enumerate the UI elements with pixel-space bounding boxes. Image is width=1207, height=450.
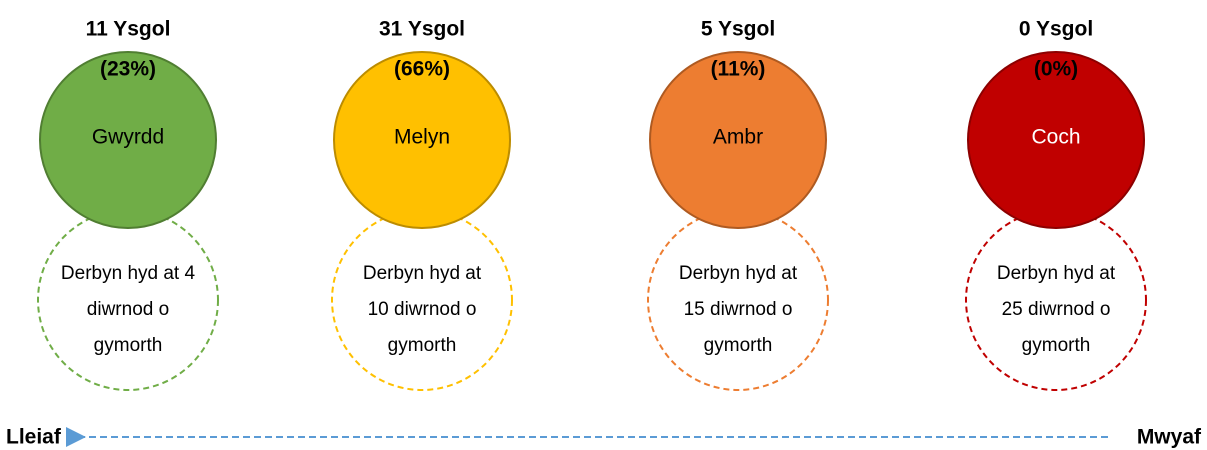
heading: (66%) [394,58,450,81]
scale-left: Lleiaf [6,426,62,449]
heading: (23%) [100,58,156,81]
description: 25 diwrnod o [1002,299,1111,320]
status-circle [333,51,511,229]
description: 10 diwrnod o [368,299,477,320]
heading: 5 Ysgol [701,18,775,41]
heading: (11%) [711,58,766,81]
status-label: Gwyrdd [92,126,164,149]
status-label: Ambr [713,126,763,149]
status-circle [649,51,827,229]
description: gymorth [704,335,773,356]
description: diwrnod o [87,299,169,320]
description: Derbyn hyd at [363,263,482,284]
description: gymorth [1022,335,1091,356]
heading: 0 Ysgol [1019,18,1093,41]
status-label: Melyn [394,126,450,149]
heading: (0%) [1034,58,1078,81]
heading: 11 Ysgol [86,18,171,41]
description: 15 diwrnod o [684,299,793,320]
status-circle [39,51,217,229]
scale-right: Mwyaf [1137,426,1202,449]
description: Derbyn hyd at [997,263,1116,284]
status-circle [967,51,1145,229]
description: Derbyn hyd at [679,263,798,284]
description: gymorth [388,335,457,356]
status-label: Coch [1031,126,1080,149]
heading: 31 Ysgol [379,18,465,41]
description: gymorth [94,335,163,356]
description: Derbyn hyd at 4 [61,263,196,284]
